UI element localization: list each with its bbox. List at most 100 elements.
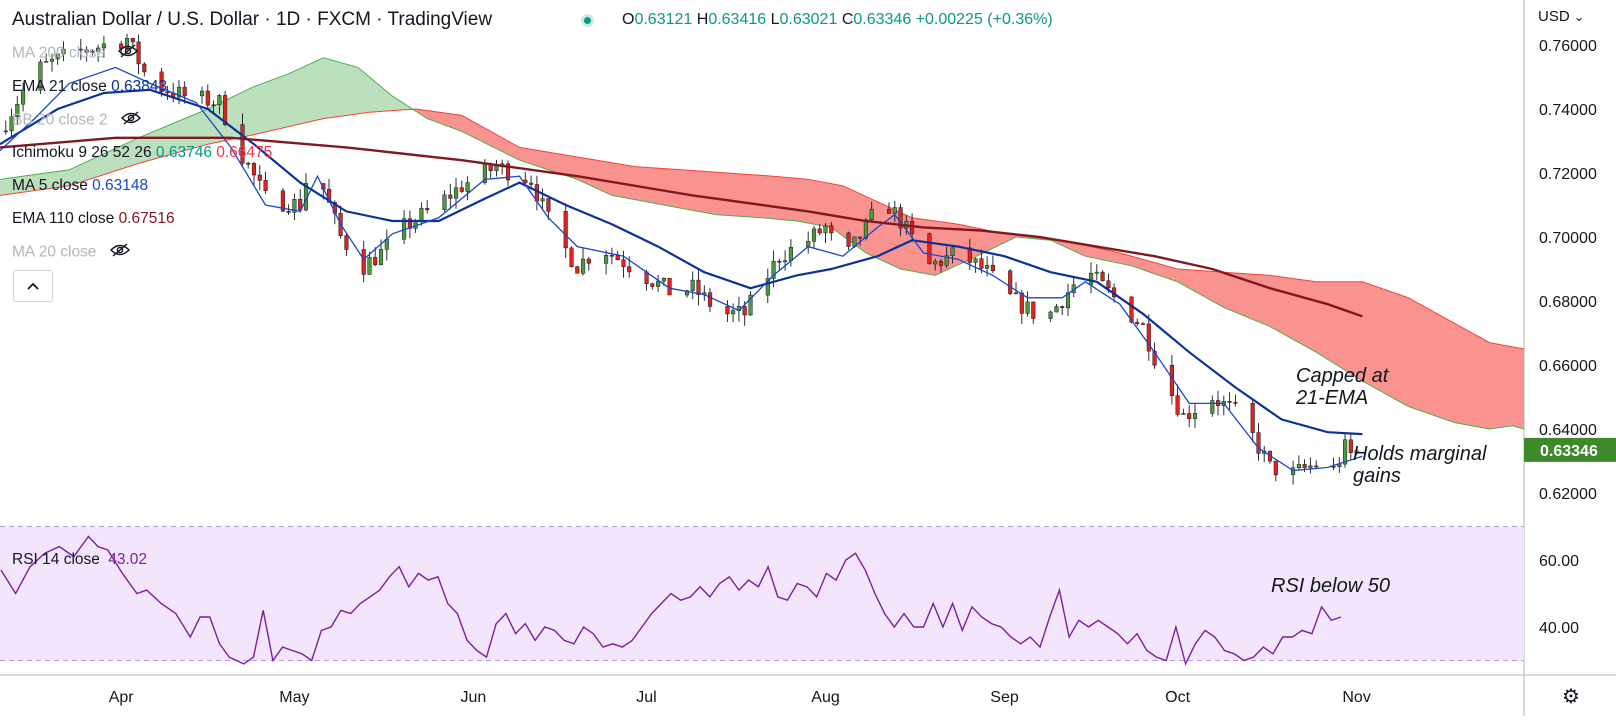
- collapse-legend-button[interactable]: [13, 270, 53, 302]
- ichimoku-span-b-line: [0, 108, 1525, 350]
- candle-up: [985, 264, 990, 269]
- annotation-capped-line1: Capped at: [1296, 365, 1389, 387]
- candle-down: [257, 174, 262, 181]
- candle-down: [650, 283, 655, 287]
- candle-up: [1192, 413, 1198, 419]
- candle-up: [367, 257, 372, 275]
- candle-down: [1140, 323, 1146, 325]
- candle-up: [933, 260, 938, 265]
- candle-down: [182, 86, 187, 97]
- ohlc-values: O0.63121 H0.63416 L0.63021 C0.63346 +0.0…: [622, 11, 1053, 29]
- candle-down: [1348, 439, 1353, 453]
- indicator-ma5[interactable]: MA 5 close 0.63148: [12, 177, 148, 195]
- indicator-ma200[interactable]: MA 200 close: [12, 44, 139, 63]
- chevron-up-icon: [27, 282, 39, 290]
- open-value: 0.63121: [634, 11, 693, 28]
- candle-down: [205, 90, 210, 106]
- price-tick-label: 0.62000: [1539, 486, 1597, 503]
- candle-up: [581, 258, 586, 274]
- indicator-ema21[interactable]: EMA 21 close 0.63843: [12, 78, 167, 96]
- candle-down: [846, 232, 851, 247]
- candle-down: [246, 162, 251, 165]
- candle-down: [425, 208, 430, 210]
- indicator-ma20[interactable]: MA 20 close: [12, 243, 131, 262]
- indicator-ema110-label: EMA 110 close: [12, 210, 115, 227]
- indicator-ichimoku[interactable]: Ichimoku 9 26 52 26 0.63746 0.66475: [12, 144, 272, 162]
- candle-down: [459, 187, 464, 192]
- indicator-ichimoku-value-a: 0.63746: [155, 144, 212, 161]
- candle-down: [586, 258, 591, 264]
- price-tick-label: 0.72000: [1539, 166, 1597, 183]
- indicator-bb20[interactable]: BB 20 close 2: [12, 111, 142, 130]
- candle-up: [442, 194, 447, 210]
- candle-down: [1256, 432, 1261, 454]
- candle-down: [280, 190, 285, 212]
- candle-down: [858, 236, 863, 239]
- candle-down: [361, 249, 366, 275]
- annotation-capped: Capped at 21-EMA: [1296, 365, 1388, 409]
- candle-down: [223, 95, 228, 125]
- indicator-ema110[interactable]: EMA 110 close 0.67516: [12, 210, 175, 228]
- candle-down: [1106, 280, 1111, 289]
- candle-down: [1152, 350, 1157, 366]
- price-tick-label: 0.74000: [1539, 102, 1597, 119]
- candle-up: [90, 51, 95, 53]
- candle-up: [217, 95, 222, 106]
- candle-down: [1175, 395, 1180, 415]
- price-tick-label: 0.64000: [1539, 422, 1597, 439]
- gear-icon[interactable]: ⚙: [1562, 686, 1580, 708]
- candle-down: [696, 279, 701, 295]
- annotation-capped-line2: 21-EMA: [1296, 387, 1369, 409]
- low-label: L: [770, 11, 780, 28]
- rsi-tick-label: 40.00: [1539, 620, 1579, 637]
- cloud-bearish: [412, 109, 1524, 429]
- candle-down: [979, 258, 984, 269]
- last-price-badge: [1524, 437, 1616, 462]
- line-ema-110: [0, 136, 1363, 318]
- candle-down: [1331, 466, 1336, 468]
- rsi-band: [0, 526, 1524, 661]
- candle-down: [1100, 271, 1105, 282]
- candle-down: [725, 306, 730, 315]
- symbol-title[interactable]: Australian Dollar / U.S. Dollar · 1D · F…: [12, 9, 493, 30]
- eye-off-icon[interactable]: [117, 44, 139, 63]
- rsi-legend[interactable]: RSI 14 close 43.02: [12, 551, 147, 569]
- candle-down: [344, 235, 349, 250]
- currency-selector[interactable]: USD: [1538, 8, 1585, 25]
- candle-up: [61, 48, 66, 55]
- candle-up: [869, 208, 874, 220]
- candle-down: [136, 41, 141, 65]
- eye-off-icon[interactable]: [120, 111, 142, 130]
- line-ema-21: [0, 88, 1363, 436]
- candle-up: [1210, 400, 1215, 414]
- candle-up: [465, 182, 470, 192]
- candle-up: [788, 246, 793, 261]
- candle-up: [656, 280, 661, 287]
- candle-up: [1296, 464, 1301, 469]
- close-label: C: [841, 11, 854, 28]
- candle-down: [990, 264, 995, 272]
- candle-down: [563, 211, 568, 249]
- candle-down: [286, 210, 291, 213]
- candle-up: [55, 53, 60, 60]
- candle-down: [251, 163, 257, 176]
- candle-up: [748, 294, 753, 316]
- eye-off-icon[interactable]: [109, 243, 131, 262]
- candle-up: [1065, 292, 1071, 309]
- candle-down: [529, 182, 534, 185]
- time-tick-label: Sep: [990, 689, 1019, 706]
- candle-down: [1060, 306, 1065, 309]
- candle-up: [1291, 467, 1296, 476]
- candle-up: [973, 258, 978, 263]
- candle-up: [44, 61, 49, 63]
- price-tick-label: 0.70000: [1539, 230, 1597, 247]
- change-value: +0.00225 (+0.36%): [915, 11, 1053, 28]
- candle-up: [292, 199, 297, 213]
- candle-up: [200, 90, 205, 97]
- candle-down: [1233, 402, 1238, 404]
- candle-down: [1008, 270, 1013, 294]
- time-tick-label: Oct: [1165, 689, 1190, 706]
- candle-up: [419, 208, 424, 222]
